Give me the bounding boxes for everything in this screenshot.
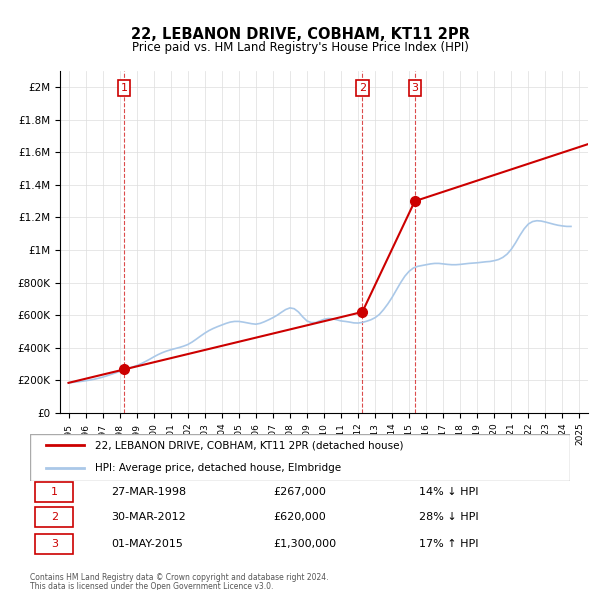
Text: Price paid vs. HM Land Registry's House Price Index (HPI): Price paid vs. HM Land Registry's House …: [131, 41, 469, 54]
Text: £267,000: £267,000: [273, 487, 326, 497]
Text: 1: 1: [121, 83, 127, 93]
Text: 3: 3: [51, 539, 58, 549]
Text: 22, LEBANON DRIVE, COBHAM, KT11 2PR (detached house): 22, LEBANON DRIVE, COBHAM, KT11 2PR (det…: [95, 441, 403, 450]
Text: 22, LEBANON DRIVE, COBHAM, KT11 2PR: 22, LEBANON DRIVE, COBHAM, KT11 2PR: [131, 27, 469, 41]
Text: £620,000: £620,000: [273, 512, 326, 522]
Text: HPI: Average price, detached house, Elmbridge: HPI: Average price, detached house, Elmb…: [95, 463, 341, 473]
Text: Contains HM Land Registry data © Crown copyright and database right 2024.: Contains HM Land Registry data © Crown c…: [30, 573, 329, 582]
FancyBboxPatch shape: [35, 507, 73, 527]
FancyBboxPatch shape: [30, 434, 570, 481]
FancyBboxPatch shape: [35, 482, 73, 502]
Text: 14% ↓ HPI: 14% ↓ HPI: [419, 487, 478, 497]
FancyBboxPatch shape: [35, 533, 73, 553]
Text: 3: 3: [411, 83, 418, 93]
Text: £1,300,000: £1,300,000: [273, 539, 336, 549]
Text: 17% ↑ HPI: 17% ↑ HPI: [419, 539, 478, 549]
Text: 1: 1: [51, 487, 58, 497]
Text: 2: 2: [359, 83, 366, 93]
Text: 2: 2: [51, 512, 58, 522]
Text: 27-MAR-1998: 27-MAR-1998: [111, 487, 186, 497]
Text: 01-MAY-2015: 01-MAY-2015: [111, 539, 183, 549]
Text: This data is licensed under the Open Government Licence v3.0.: This data is licensed under the Open Gov…: [30, 582, 274, 590]
Text: 28% ↓ HPI: 28% ↓ HPI: [419, 512, 478, 522]
Text: 30-MAR-2012: 30-MAR-2012: [111, 512, 186, 522]
